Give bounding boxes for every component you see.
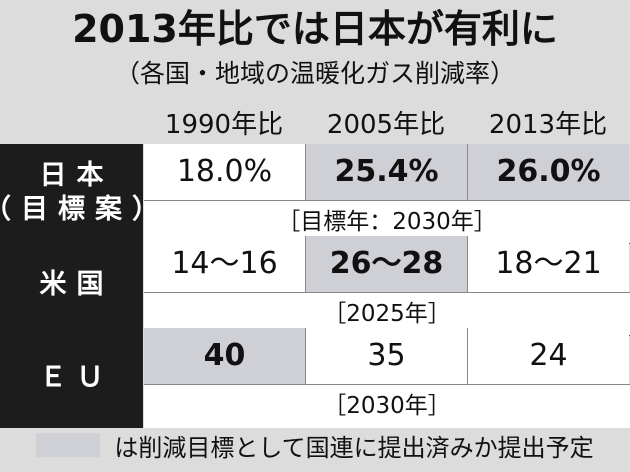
row-label-line: 日本 xyxy=(39,160,114,191)
chart-subtitle: （各国・地域の温暖化ガス削減率） xyxy=(114,59,515,88)
column-header: 2013年比 xyxy=(488,110,608,140)
row-label-line: （目標案） xyxy=(0,194,169,225)
legend: は削減目標として国連に提出済みか提出予定 xyxy=(0,418,630,472)
target-year: ［2030年］ xyxy=(144,384,630,428)
legend-swatch xyxy=(36,433,101,457)
table-cell: 18.0% xyxy=(144,144,305,200)
row-label: ＥＵ xyxy=(0,328,143,428)
row-divider xyxy=(144,292,630,293)
row-label: 米国 xyxy=(0,236,143,334)
table-cell: 26～28 xyxy=(306,236,467,292)
table-cell: 18～21 xyxy=(468,236,629,292)
row-divider xyxy=(144,384,630,385)
row-label: 日本 （目標案） xyxy=(0,144,159,242)
row-label-line: 米国 xyxy=(39,269,114,300)
table-cell: 14～16 xyxy=(144,236,305,292)
column-divider xyxy=(305,328,306,384)
chart-title: 2013年比では日本が有利に xyxy=(72,7,558,51)
column-divider xyxy=(305,236,306,292)
column-header: 1990年比 xyxy=(164,110,284,140)
column-divider xyxy=(467,144,468,200)
column-divider xyxy=(305,144,306,200)
row-divider xyxy=(144,200,630,201)
table-cell: 26.0% xyxy=(468,144,629,200)
column-divider xyxy=(467,236,468,292)
row-label-line: ＥＵ xyxy=(39,362,114,393)
table-cell: 24 xyxy=(468,328,629,384)
table-cell: 25.4% xyxy=(306,144,467,200)
table-cell: 35 xyxy=(306,328,467,384)
column-divider xyxy=(467,328,468,384)
column-header: 2005年比 xyxy=(326,110,446,140)
legend-text: は削減目標として国連に提出済みか提出予定 xyxy=(114,433,594,462)
table-cell: 40 xyxy=(144,328,305,384)
